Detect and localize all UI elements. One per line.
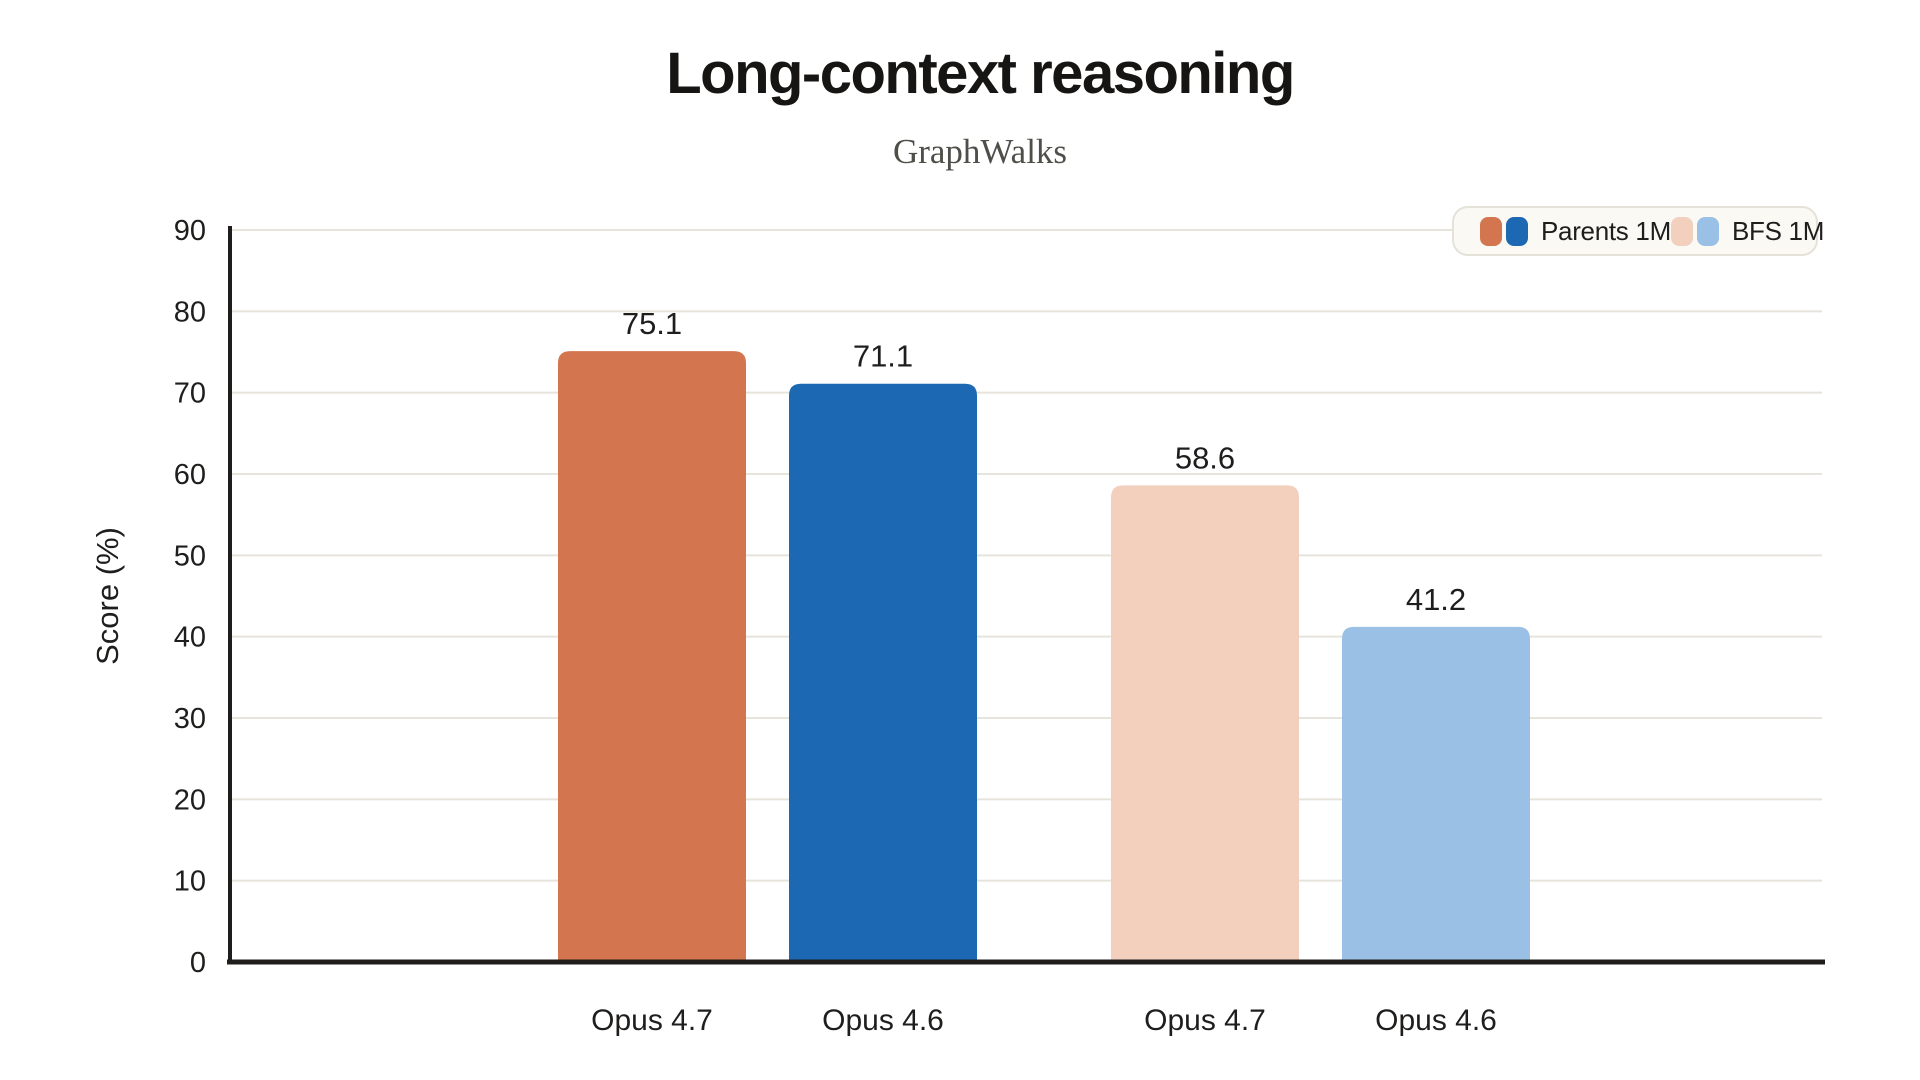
legend-item-bfs-1m: BFS 1M bbox=[1670, 215, 1825, 247]
y-axis-tick-label: 30 bbox=[174, 703, 206, 735]
y-axis-tick-label: 40 bbox=[174, 622, 206, 654]
y-axis-title: Score (%) bbox=[90, 527, 125, 665]
y-axis-tick-label: 90 bbox=[174, 215, 206, 247]
chart-title: Long-context reasoning bbox=[666, 41, 1295, 106]
bar-value-label: 71.1 bbox=[853, 339, 913, 374]
x-axis-tick-label: Opus 4.7 bbox=[1144, 1004, 1266, 1037]
bar bbox=[558, 351, 746, 963]
x-axis-tick-label: Opus 4.7 bbox=[591, 1004, 713, 1037]
bar-value-label: 58.6 bbox=[1175, 440, 1235, 475]
chart-subtitle: GraphWalks bbox=[892, 132, 1068, 171]
y-axis-tick-label: 50 bbox=[174, 540, 206, 572]
y-axis-tick-label: 10 bbox=[174, 866, 206, 898]
legend-swatch-parents-orange bbox=[1480, 216, 1502, 246]
legend-label-bfs-1m: BFS 1M bbox=[1731, 215, 1825, 246]
legend-item-parents-1m: Parents 1M bbox=[1480, 216, 1671, 247]
bar bbox=[1111, 485, 1299, 962]
legend-swatch-bfs-peach bbox=[1670, 216, 1693, 246]
y-axis-tick-label: 80 bbox=[174, 296, 206, 328]
y-axis-tick-label: 0 bbox=[190, 947, 206, 979]
bar-value-label: 41.2 bbox=[1406, 582, 1466, 617]
legend: Parents 1M BFS 1M bbox=[1452, 206, 1824, 256]
y-axis-tick-label: 70 bbox=[174, 378, 206, 410]
legend-label-parents-1m: Parents 1M bbox=[1541, 215, 1671, 246]
bar-value-label: 75.1 bbox=[622, 306, 682, 341]
bar bbox=[789, 383, 977, 963]
x-axis-tick-label: Opus 4.6 bbox=[822, 1004, 944, 1037]
y-axis-tick-label: 20 bbox=[174, 784, 206, 816]
y-axis-tick-label: 60 bbox=[174, 459, 206, 491]
legend-swatch-bfs-lightblue bbox=[1696, 216, 1719, 246]
legend-swatch-parents-blue bbox=[1506, 216, 1528, 246]
bar bbox=[1342, 626, 1530, 962]
x-axis-tick-label: Opus 4.6 bbox=[1375, 1004, 1497, 1037]
